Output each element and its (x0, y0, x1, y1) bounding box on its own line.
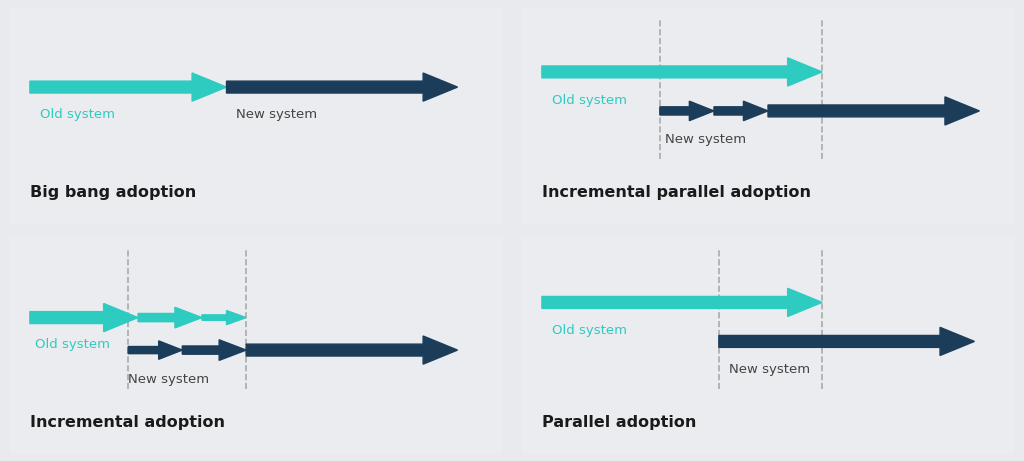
Text: New system: New system (665, 133, 745, 146)
Text: New system: New system (237, 108, 317, 121)
Text: Old system: Old system (40, 108, 115, 121)
FancyArrow shape (30, 73, 226, 101)
FancyArrow shape (659, 101, 714, 121)
FancyArrow shape (246, 336, 458, 364)
Text: Old system: Old system (552, 94, 627, 106)
Text: Big bang adoption: Big bang adoption (30, 184, 197, 200)
FancyArrow shape (226, 73, 458, 101)
FancyArrow shape (714, 101, 768, 121)
Text: New system: New system (128, 373, 209, 386)
Text: Old system: Old system (35, 338, 110, 351)
FancyArrow shape (30, 303, 138, 331)
Text: New system: New system (729, 363, 810, 376)
FancyArrow shape (182, 340, 246, 361)
FancyArrow shape (542, 58, 822, 86)
FancyArrow shape (138, 307, 202, 328)
Text: Incremental parallel adoption: Incremental parallel adoption (542, 184, 811, 200)
FancyArrow shape (542, 288, 822, 317)
FancyArrow shape (768, 97, 979, 125)
FancyArrow shape (719, 327, 975, 355)
Text: Parallel adoption: Parallel adoption (542, 415, 696, 430)
Text: Old system: Old system (552, 324, 627, 337)
Text: Incremental adoption: Incremental adoption (30, 415, 225, 430)
FancyArrow shape (202, 311, 246, 325)
FancyArrow shape (128, 341, 182, 359)
